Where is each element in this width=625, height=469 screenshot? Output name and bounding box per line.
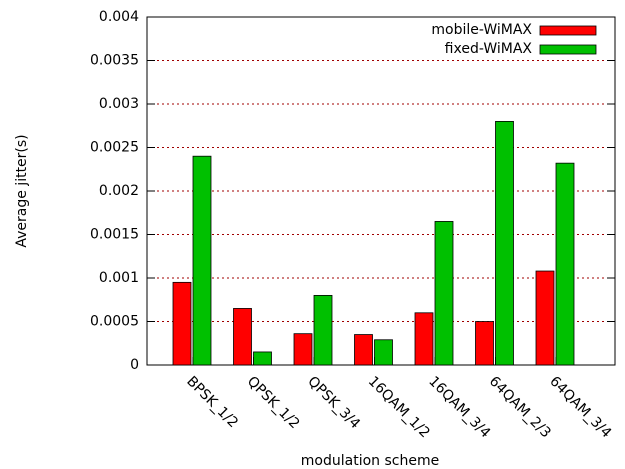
bar [354, 334, 373, 366]
legend-label: mobile-WiMAX [431, 22, 532, 38]
bar [313, 294, 333, 366]
y-tick-label: 0.002 [99, 183, 139, 199]
y-tick-label: 0.003 [99, 96, 139, 112]
x-tick-label: QPSK_1/2 [244, 373, 303, 432]
bar [172, 281, 192, 366]
bar [233, 308, 252, 366]
bar [293, 333, 313, 366]
y-tick-label: 0 [130, 357, 139, 373]
y-tick-label: 0.004 [99, 9, 139, 25]
bar [495, 121, 514, 366]
legend-label: fixed-WiMAX [445, 41, 533, 57]
bar [414, 312, 434, 366]
bar [475, 321, 494, 366]
y-tick-label: 0.0005 [90, 314, 139, 330]
y-tick-label: 0.0035 [90, 53, 139, 69]
bar [555, 162, 575, 366]
bar [192, 155, 212, 366]
y-axis-label: Average jitter(s) [14, 134, 30, 247]
x-tick-label: QPSK_3/4 [304, 373, 363, 432]
y-tick-label: 0.001 [99, 270, 139, 286]
x-tick-label: 64QAM_2/3 [486, 373, 554, 441]
x-tick-label: 16QAM_3/4 [425, 373, 493, 441]
x-tick-label: 16QAM_1/2 [365, 373, 433, 441]
y-tick-label: 0.0025 [90, 140, 139, 156]
bar [535, 270, 555, 366]
bar [253, 351, 272, 366]
y-tick-label: 0.0015 [90, 227, 139, 243]
bar [374, 339, 393, 366]
legend-swatch [539, 25, 597, 36]
legend-swatch [539, 44, 597, 55]
x-tick-label: 64QAM_3/4 [546, 373, 614, 441]
x-axis-label: modulation scheme [301, 453, 439, 469]
bar [434, 221, 454, 366]
x-tick-label: BPSK_1/2 [183, 373, 241, 431]
